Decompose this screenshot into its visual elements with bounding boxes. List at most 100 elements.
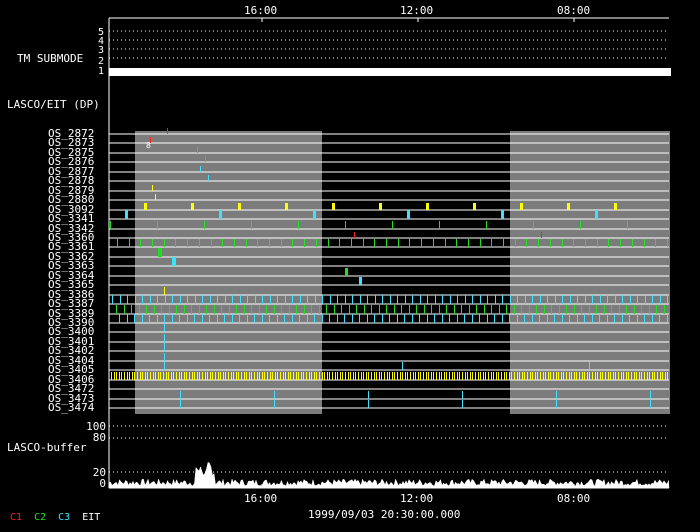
mark-3474-2 (368, 400, 369, 408)
mark-3389-33 (364, 305, 365, 314)
mark-3406-17 (155, 372, 156, 380)
mark-3406-18 (158, 372, 159, 380)
mark-3387-47 (465, 295, 466, 304)
mark-3364-0 (345, 268, 348, 276)
mark-3406-5 (124, 372, 125, 380)
mark-3390-30 (344, 314, 345, 323)
mark-3361-0 (117, 239, 118, 247)
mark-3406-80 (319, 372, 320, 380)
mark-3361-31 (480, 239, 481, 247)
mark-3389-1 (124, 305, 125, 314)
mark-3389-67 (619, 305, 620, 314)
mark-3406-211 (660, 372, 661, 380)
mark-3387-60 (562, 295, 563, 304)
mark-3406-21 (166, 372, 167, 380)
mark-3389-28 (326, 305, 327, 314)
mark-3389-5 (154, 305, 155, 314)
mark-3387-12 (202, 295, 203, 304)
mark-3390-16 (239, 314, 240, 323)
row-label-OS_3360: OS_3360 (48, 231, 95, 244)
row-label-OS_2873: OS_2873 (48, 136, 95, 149)
row-label-OS_3472: OS_3472 (48, 382, 95, 395)
row-label-OS_3342: OS_3342 (48, 222, 95, 235)
mark-3361-15 (292, 239, 293, 247)
tm-level-3: 3 (98, 45, 105, 56)
mark-3387-46 (457, 295, 458, 304)
mark-3390-71 (652, 314, 653, 323)
mark-3406-109 (394, 372, 395, 380)
mark-3406-28 (184, 372, 185, 380)
mark-3406-81 (322, 372, 323, 380)
mark-3406-61 (270, 372, 271, 380)
top-tick-3: 08:00 (557, 4, 591, 17)
mark-3406-186 (595, 372, 596, 380)
mark-3406-166 (543, 372, 544, 380)
mark-3390-28 (329, 314, 330, 323)
mark-2880-0 (155, 194, 156, 200)
mark-3473-4 (556, 391, 557, 399)
mark-3406-192 (610, 372, 611, 380)
legend-c1: C1 (10, 512, 23, 523)
row-label-OS_3406: OS_3406 (48, 373, 95, 386)
mark-3342-1 (157, 221, 158, 229)
mark-3389-51 (499, 305, 500, 314)
mark-3406-0 (111, 372, 112, 380)
mark-3390-49 (487, 314, 488, 323)
mark-3390-37 (397, 314, 398, 323)
mark-3406-26 (179, 372, 180, 380)
mark-3387-9 (180, 295, 181, 304)
mark-3361-6 (187, 239, 188, 247)
mark-3361-28 (445, 239, 446, 247)
mark-3387-68 (622, 295, 623, 304)
mark-3390-33 (367, 314, 368, 323)
mark-3361-46 (655, 239, 656, 247)
buffer-tick-20: 20 (92, 466, 106, 479)
mark-3092-5 (379, 203, 382, 210)
mark-3361-5 (175, 239, 176, 247)
mark-3406-19 (160, 372, 161, 380)
mark-3389-10 (191, 305, 192, 314)
mark-3390-13 (217, 314, 218, 323)
mark-3406-152 (506, 372, 507, 380)
mark-3389-47 (469, 305, 470, 314)
mark-3389-22 (281, 305, 282, 314)
mark-3390-17 (247, 314, 248, 323)
mark-3387-28 (322, 295, 323, 304)
mark-3390-66 (614, 314, 615, 323)
mark-3406-168 (548, 372, 549, 380)
mark-3390-6 (164, 314, 165, 323)
mark-3474-3 (462, 400, 463, 408)
mark-3406-20 (163, 372, 164, 380)
mark-3406-91 (348, 372, 349, 380)
mark-3406-133 (457, 372, 458, 380)
mark-3361-8 (211, 239, 212, 247)
mark-3406-64 (277, 372, 278, 380)
legend: C1 C2 C3 EIT (10, 512, 106, 523)
mark-3406-130 (449, 372, 450, 380)
mark-3406-171 (556, 372, 557, 380)
mark-3387-34 (367, 295, 368, 304)
mark-3406-175 (566, 372, 567, 380)
mark-3387-56 (532, 295, 533, 304)
mark-3360-0 (354, 232, 355, 238)
mark-3474-4 (556, 400, 557, 408)
mark-3361-38 (562, 239, 563, 247)
mark-3406-34 (199, 372, 200, 380)
mark-3406-181 (582, 372, 583, 380)
mark-3387-42 (427, 295, 428, 304)
mark-3387-49 (480, 295, 481, 304)
mark-3406-39 (212, 372, 213, 380)
mark-3387-27 (315, 295, 316, 304)
mark-3405-2 (589, 362, 590, 370)
mark-3389-42 (431, 305, 432, 314)
mark-3361-37 (550, 239, 551, 247)
mark-3406-8 (132, 372, 133, 380)
top-tick-1: 16:00 (244, 4, 278, 17)
mark-3341-1 (219, 210, 222, 219)
mark-3390-54 (524, 314, 525, 323)
mark-3406-176 (569, 372, 570, 380)
bottom-tick-1: 16:00 (244, 492, 278, 505)
mark-3389-36 (386, 305, 387, 314)
mark-3406-44 (225, 372, 226, 380)
